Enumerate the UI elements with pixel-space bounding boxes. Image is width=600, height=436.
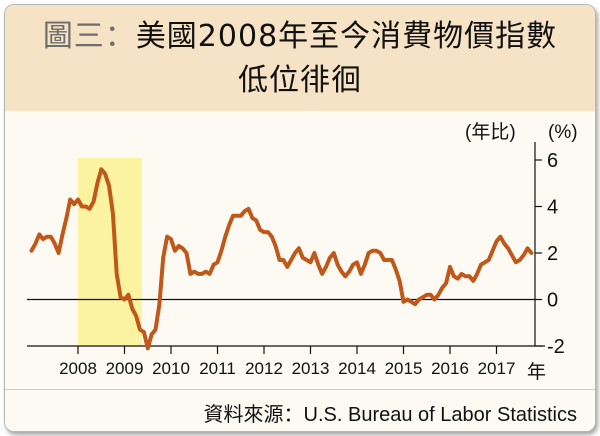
x-tick-label: 2016 xyxy=(431,359,469,378)
y-tick-label: 2 xyxy=(547,243,558,265)
x-tick-label: 2008 xyxy=(59,359,97,378)
title-line-1: 圖三：美國2008年至今消費物價指數 xyxy=(5,19,595,55)
x-tick-label: 2010 xyxy=(152,359,190,378)
line-chart: 6 4 2 0 -2 2008 2009 2010 2011 2012 2013 2014 2015 20… xyxy=(27,121,578,383)
title-line-2: 低位徘徊 xyxy=(238,63,362,98)
figure-number: 圖三： xyxy=(42,19,136,54)
x-tick-label: 2013 xyxy=(292,359,330,378)
x-tick-label: 2014 xyxy=(338,359,376,378)
source-text: 資料來源：U.S. Bureau of Labor Statistics xyxy=(203,404,577,426)
x-tick-label: 2011 xyxy=(199,359,236,378)
x-tick-label: 2012 xyxy=(245,359,283,378)
axes xyxy=(27,142,545,354)
y-tick-label: 6 xyxy=(547,150,558,172)
title-main: 美國2008年至今消費物價指數 xyxy=(135,19,558,54)
x-tick-label: 2015 xyxy=(385,359,423,378)
chart-area: 6 4 2 0 -2 2008 2009 2010 2011 2012 2013 2014 2015 20… xyxy=(5,111,595,389)
y-axis-unit: (%) xyxy=(548,122,578,143)
title-banner: 圖三：美國2008年至今消費物價指數 低位徘徊 xyxy=(5,5,595,111)
y-axis-note: (年比) xyxy=(465,121,516,143)
cpi-series-line xyxy=(29,167,534,351)
y-tick-label: 0 xyxy=(547,290,558,312)
y-tick-label: -2 xyxy=(547,336,565,358)
x-tick-label: 2017 xyxy=(478,359,516,378)
x-tick-label: 2009 xyxy=(106,359,144,378)
source-bar: 資料來源：U.S. Bureau of Labor Statistics xyxy=(5,389,595,431)
y-tick-label: 4 xyxy=(547,197,558,219)
x-axis-unit: 年 xyxy=(527,361,546,383)
figure-frame: 圖三：美國2008年至今消費物價指數 低位徘徊 6 4 2 0 -2 2008 2009 20… xyxy=(4,4,596,432)
tick-labels: 6 4 2 0 -2 2008 2009 2010 2011 2012 2013 2014 2015 20… xyxy=(59,150,565,378)
